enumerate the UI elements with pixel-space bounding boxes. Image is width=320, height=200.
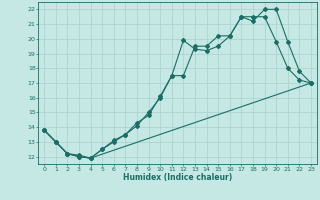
X-axis label: Humidex (Indice chaleur): Humidex (Indice chaleur): [123, 173, 232, 182]
